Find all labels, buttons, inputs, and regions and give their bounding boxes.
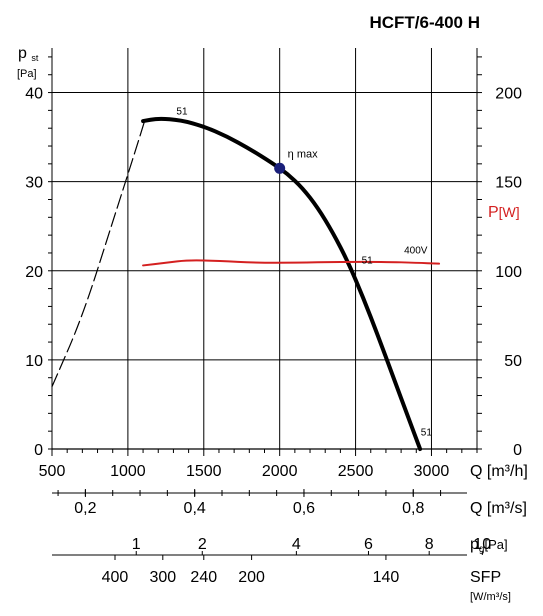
sfp-tick-label: 200 bbox=[238, 569, 265, 586]
dynamic_pressure-tick-label: 6 bbox=[364, 536, 373, 553]
chart-title: HCFT/6-400 H bbox=[369, 13, 480, 32]
curve-label: 400V bbox=[404, 246, 428, 257]
y-right-label: P[W] bbox=[488, 204, 520, 221]
stall-curve-dashed bbox=[51, 120, 146, 388]
y-left-tick-label: 30 bbox=[25, 175, 43, 192]
dynamic_pressure-tick-label: 2 bbox=[198, 536, 207, 553]
flow_m3s-tick-label: 0,8 bbox=[402, 500, 424, 517]
y-right-tick-label: 150 bbox=[495, 175, 522, 192]
sfp-tick-label: 140 bbox=[373, 569, 400, 586]
y-right-tick-label: 200 bbox=[495, 86, 522, 103]
dynamic_pressure-tick-label: 8 bbox=[425, 536, 434, 553]
y-left-label-sub: st bbox=[31, 53, 39, 63]
y-left-unit: [Pa] bbox=[17, 68, 37, 80]
pressure-curve-51 bbox=[141, 116, 423, 451]
sfp-tick-label: 400 bbox=[102, 569, 129, 586]
sfp-label: SFP bbox=[470, 569, 501, 586]
x-tick-label: 500 bbox=[39, 463, 66, 480]
power-curve-400v bbox=[142, 259, 441, 267]
series-lines bbox=[51, 116, 441, 451]
x-tick-label: 2000 bbox=[262, 463, 298, 480]
grid bbox=[51, 48, 478, 450]
y-left-label: p st bbox=[18, 45, 39, 63]
axis-ticks bbox=[48, 56, 483, 560]
flow-m3s-label: Q [m³/s] bbox=[470, 500, 527, 517]
flow_m3s-tick-label: 0,6 bbox=[293, 500, 315, 517]
x-tick-label: 1000 bbox=[110, 463, 146, 480]
x-tick-label: 1500 bbox=[186, 463, 222, 480]
x-tick-label: 3000 bbox=[414, 463, 450, 480]
y-left-tick-label: 10 bbox=[25, 353, 43, 370]
eta-max-label: η max bbox=[288, 148, 318, 160]
y-left-tick-label: 40 bbox=[25, 86, 43, 103]
curve-label: 51 bbox=[362, 255, 374, 266]
pg-label: pg[Pa] bbox=[470, 536, 508, 555]
flow_m3s-tick-label: 0,4 bbox=[184, 500, 206, 517]
y-left-tick-label: 0 bbox=[34, 442, 43, 459]
dynamic_pressure-tick-label: 10 bbox=[473, 536, 491, 553]
y-right-tick-label: 50 bbox=[504, 353, 522, 370]
y-right-tick-label: 0 bbox=[513, 442, 522, 459]
x-tick-label: 2500 bbox=[338, 463, 374, 480]
y-left-tick-label: 20 bbox=[25, 264, 43, 281]
x-axis-label: Q [m³/h] bbox=[470, 463, 528, 480]
sfp-unit: [W/m³/s] bbox=[470, 591, 511, 603]
flow_m3s-tick-label: 0,2 bbox=[74, 500, 96, 517]
sfp-tick-label: 240 bbox=[190, 569, 217, 586]
dynamic_pressure-tick-label: 4 bbox=[292, 536, 301, 553]
curve-label: 51 bbox=[421, 427, 433, 438]
eta-max-marker bbox=[274, 162, 286, 174]
annotations: η max 51 51 51 400V bbox=[176, 107, 432, 439]
y-right-tick-label: 100 bbox=[495, 264, 522, 281]
curve-label: 51 bbox=[176, 107, 188, 118]
sfp-tick-label: 300 bbox=[149, 569, 176, 586]
dynamic_pressure-tick-label: 1 bbox=[132, 536, 141, 553]
